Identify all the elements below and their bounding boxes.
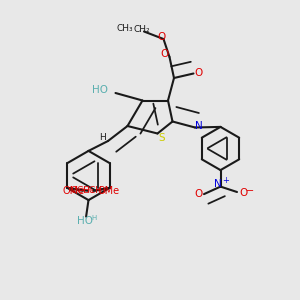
Text: H: H bbox=[91, 214, 97, 220]
Text: N: N bbox=[195, 121, 203, 131]
Text: N: N bbox=[214, 178, 221, 189]
Text: −: − bbox=[245, 186, 254, 197]
Text: +: + bbox=[223, 176, 229, 185]
Text: O: O bbox=[194, 189, 203, 199]
Text: O: O bbox=[161, 49, 169, 59]
Text: O: O bbox=[195, 68, 203, 78]
Text: OMe: OMe bbox=[62, 186, 84, 197]
Text: H: H bbox=[99, 134, 106, 142]
Text: S: S bbox=[159, 133, 165, 143]
Text: OMe: OMe bbox=[97, 186, 119, 197]
Text: OCH₃: OCH₃ bbox=[83, 186, 106, 195]
Text: CH₂: CH₂ bbox=[133, 25, 150, 34]
Text: CH₃: CH₃ bbox=[116, 24, 133, 33]
Text: OCH₃: OCH₃ bbox=[70, 186, 94, 195]
Text: O: O bbox=[158, 32, 166, 42]
Text: HO: HO bbox=[92, 85, 108, 95]
Text: O: O bbox=[239, 188, 248, 199]
Text: HO: HO bbox=[77, 215, 94, 226]
